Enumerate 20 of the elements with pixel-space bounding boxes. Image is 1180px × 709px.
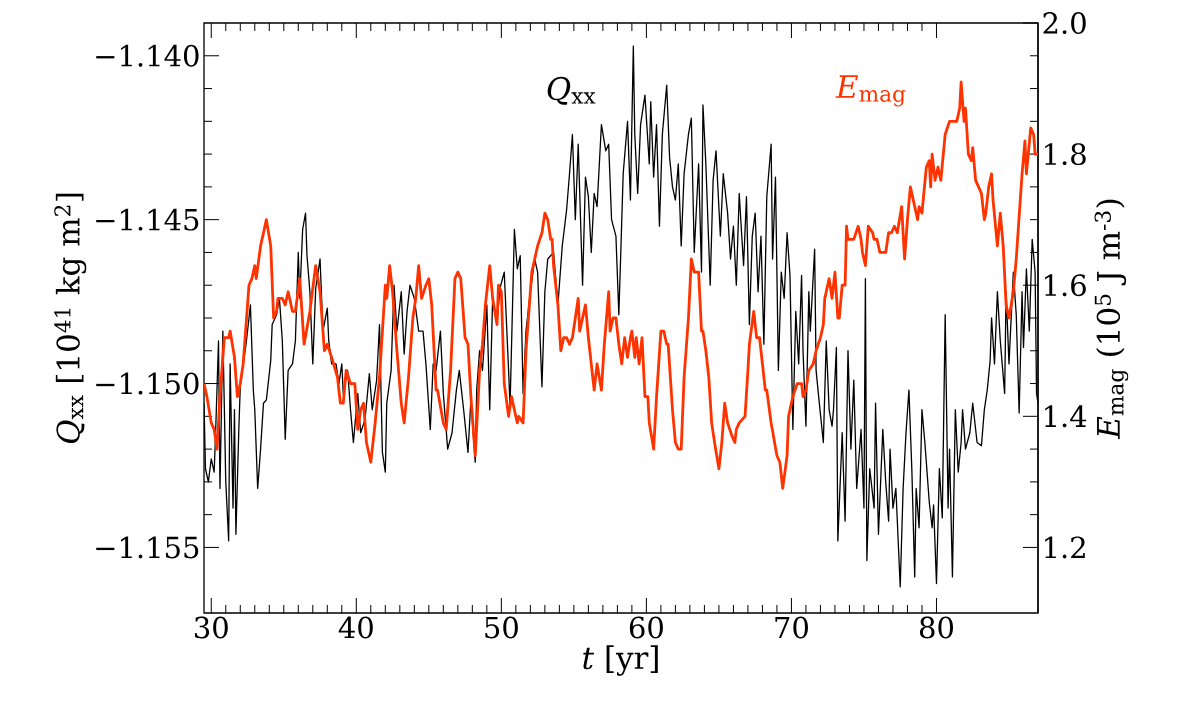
y2-axis-title: E$_{mag}$ (10$^{5}$ J m$^{-3}$) bbox=[1094, 199, 1129, 440]
x-tick-label: 50 bbox=[485, 616, 518, 639]
y-tick-label: −1.140 bbox=[96, 44, 199, 67]
y2-tick-label: 1.4 bbox=[1045, 405, 1087, 428]
y2-tick-label: 2.0 bbox=[1043, 12, 1086, 34]
x-axis-title: t [yr] bbox=[583, 645, 658, 676]
x-tick-label: 70 bbox=[775, 616, 808, 639]
y-axis-title: Q$_{xx}$ [10$^{41}$ kg m$^{2}$] bbox=[54, 193, 87, 444]
x-tick-label: 40 bbox=[338, 616, 373, 639]
series-label: E$_{mag}$ bbox=[835, 75, 906, 107]
y-tick-label: −1.150 bbox=[96, 372, 199, 395]
x-tick-label: 30 bbox=[195, 616, 228, 639]
series-label: Q$_{xx}$ bbox=[547, 76, 596, 105]
y2-tick-label: 1.2 bbox=[1045, 536, 1085, 559]
y-tick-label: −1.155 bbox=[96, 536, 199, 559]
y-tick-label: −1.145 bbox=[96, 208, 199, 231]
y2-tick-label: 1.8 bbox=[1045, 143, 1086, 166]
x-tick-label: 80 bbox=[919, 616, 953, 639]
y2-tick-label: 1.6 bbox=[1045, 274, 1086, 297]
x-tick-label: 60 bbox=[629, 616, 663, 639]
